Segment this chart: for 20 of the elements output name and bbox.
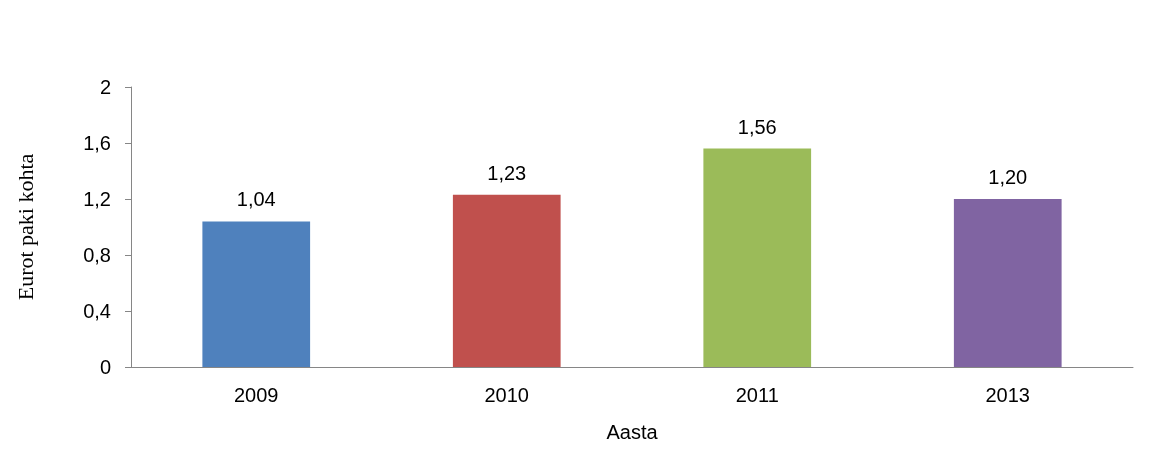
y-tick-label: 0	[99, 356, 111, 378]
x-tick-label: 2009	[234, 384, 279, 406]
bar	[202, 221, 311, 367]
data-label: 1,23	[487, 161, 527, 184]
bar	[703, 148, 812, 367]
y-tick-label: 2	[99, 76, 111, 98]
y-tick-label: 1,6	[83, 132, 111, 154]
y-tick-label: 1,2	[83, 188, 111, 210]
data-label: 1,20	[988, 166, 1028, 188]
y-tick-label: 0,8	[83, 244, 111, 266]
data-label: 1,04	[236, 188, 276, 211]
x-axis-title: Aasta	[606, 421, 659, 443]
x-tick-label: 2011	[735, 384, 779, 406]
bar	[452, 194, 561, 367]
bar	[953, 199, 1062, 367]
x-tick-label: 2013	[985, 384, 1030, 406]
data-label: 1,56	[737, 115, 777, 138]
y-tick-label: 0,4	[83, 300, 111, 322]
x-tick-label: 2010	[484, 384, 529, 406]
y-axis-title: Eurot paki kohta	[12, 153, 38, 301]
